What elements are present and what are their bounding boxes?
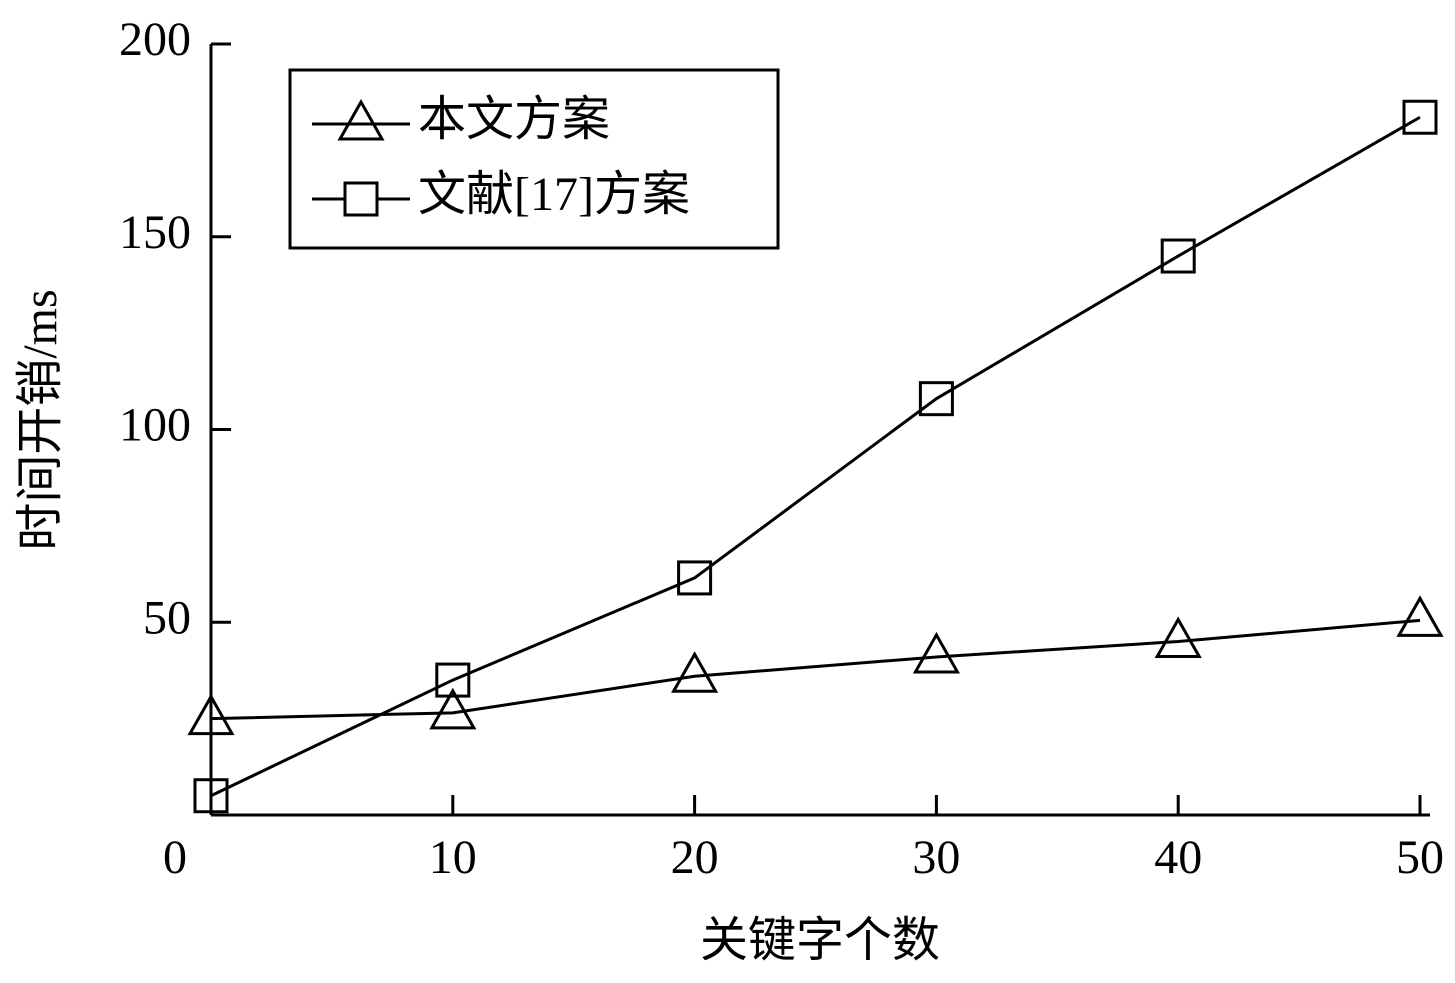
y-tick-label: 100 xyxy=(119,399,191,452)
square-marker xyxy=(193,778,229,814)
square-marker xyxy=(677,560,713,596)
legend-label: 文献[17]方案 xyxy=(418,168,690,221)
legend-marker xyxy=(343,181,379,217)
triangle-marker xyxy=(187,693,235,736)
triangle-marker xyxy=(912,631,960,674)
y-tick-label: 150 xyxy=(119,206,191,259)
legend-marker xyxy=(337,98,385,141)
square-marker xyxy=(435,662,471,698)
square-marker xyxy=(1160,238,1196,274)
x-axis-label: 关键字个数 xyxy=(700,914,940,967)
x-tick-label: 0 xyxy=(163,831,187,884)
legend-label: 本文方案 xyxy=(418,93,610,146)
series-line xyxy=(210,618,1421,721)
y-tick-label: 50 xyxy=(143,591,191,644)
triangle-marker xyxy=(1154,616,1202,659)
legend-box xyxy=(288,68,780,250)
triangle-marker xyxy=(1396,595,1444,637)
x-tick-label: 10 xyxy=(429,831,477,884)
y-axis-label: 时间开销/ms xyxy=(14,289,67,550)
y-tick-label: 200 xyxy=(119,13,191,66)
series-line xyxy=(210,115,1421,798)
x-tick-label: 40 xyxy=(1154,831,1202,884)
x-tick-label: 50 xyxy=(1396,831,1444,884)
x-tick-label: 20 xyxy=(671,831,719,884)
x-tick-label: 30 xyxy=(912,831,960,884)
triangle-marker xyxy=(671,651,719,693)
square-marker xyxy=(1402,99,1438,135)
square-marker xyxy=(918,381,954,417)
triangle-marker xyxy=(429,687,477,730)
